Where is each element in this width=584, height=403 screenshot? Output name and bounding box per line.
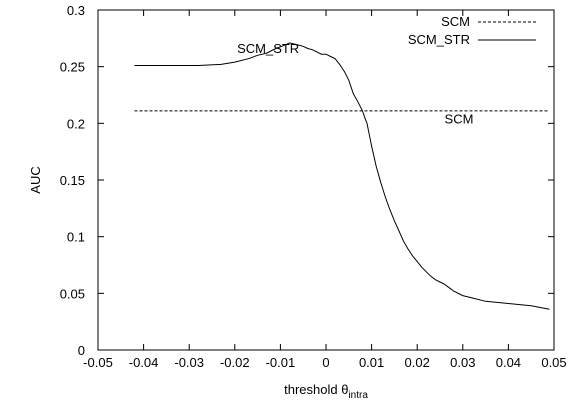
x-tick-label: -0.02 [220,355,250,370]
annotation-label: SCM [445,111,474,126]
series-line-scm-str [134,42,550,310]
plot-frame [97,9,555,351]
x-tick-label: -0.03 [174,355,204,370]
x-tick-label: 0.01 [359,355,384,370]
annotation-label: SCM_STR [237,41,299,56]
y-tick-label: 0.1 [67,230,85,245]
x-axis-label-subscript: intra [348,390,368,401]
x-tick-label: 0 [322,355,329,370]
legend-label-scm-str: SCM_STR [408,32,470,47]
y-tick-label: 0 [78,343,85,358]
tick-marks [97,9,555,351]
x-axis-label-main: threshold θ [284,382,348,397]
y-tick-label: 0.25 [60,60,85,75]
annotations: SCM_STR SCM [237,41,473,126]
legend-label-scm: SCM [441,14,470,29]
y-tick-label: 0.15 [60,173,85,188]
y-tick-label: 0.3 [67,3,85,18]
x-axis-label: threshold θintra [284,382,368,401]
y-tick-label: 0.05 [60,286,85,301]
y-tick-label: 0.2 [67,116,85,131]
x-tick-label: -0.01 [266,355,296,370]
x-tick-label: -0.04 [129,355,159,370]
x-tick-label: -0.05 [83,355,113,370]
y-tick-labels: 0 0.05 0.1 0.15 0.2 0.25 0.3 [60,3,85,358]
x-tick-labels: -0.05 -0.04 -0.03 -0.02 -0.01 0 0.01 0.02 0.03 0.… [83,355,566,370]
legend: SCM SCM_STR [408,14,536,47]
x-tick-label: 0.03 [450,355,475,370]
y-axis-label: AUC [28,166,43,193]
series-lines [134,42,550,310]
x-tick-label: 0.05 [541,355,566,370]
x-tick-label: 0.02 [405,355,430,370]
x-tick-label: 0.04 [496,355,521,370]
